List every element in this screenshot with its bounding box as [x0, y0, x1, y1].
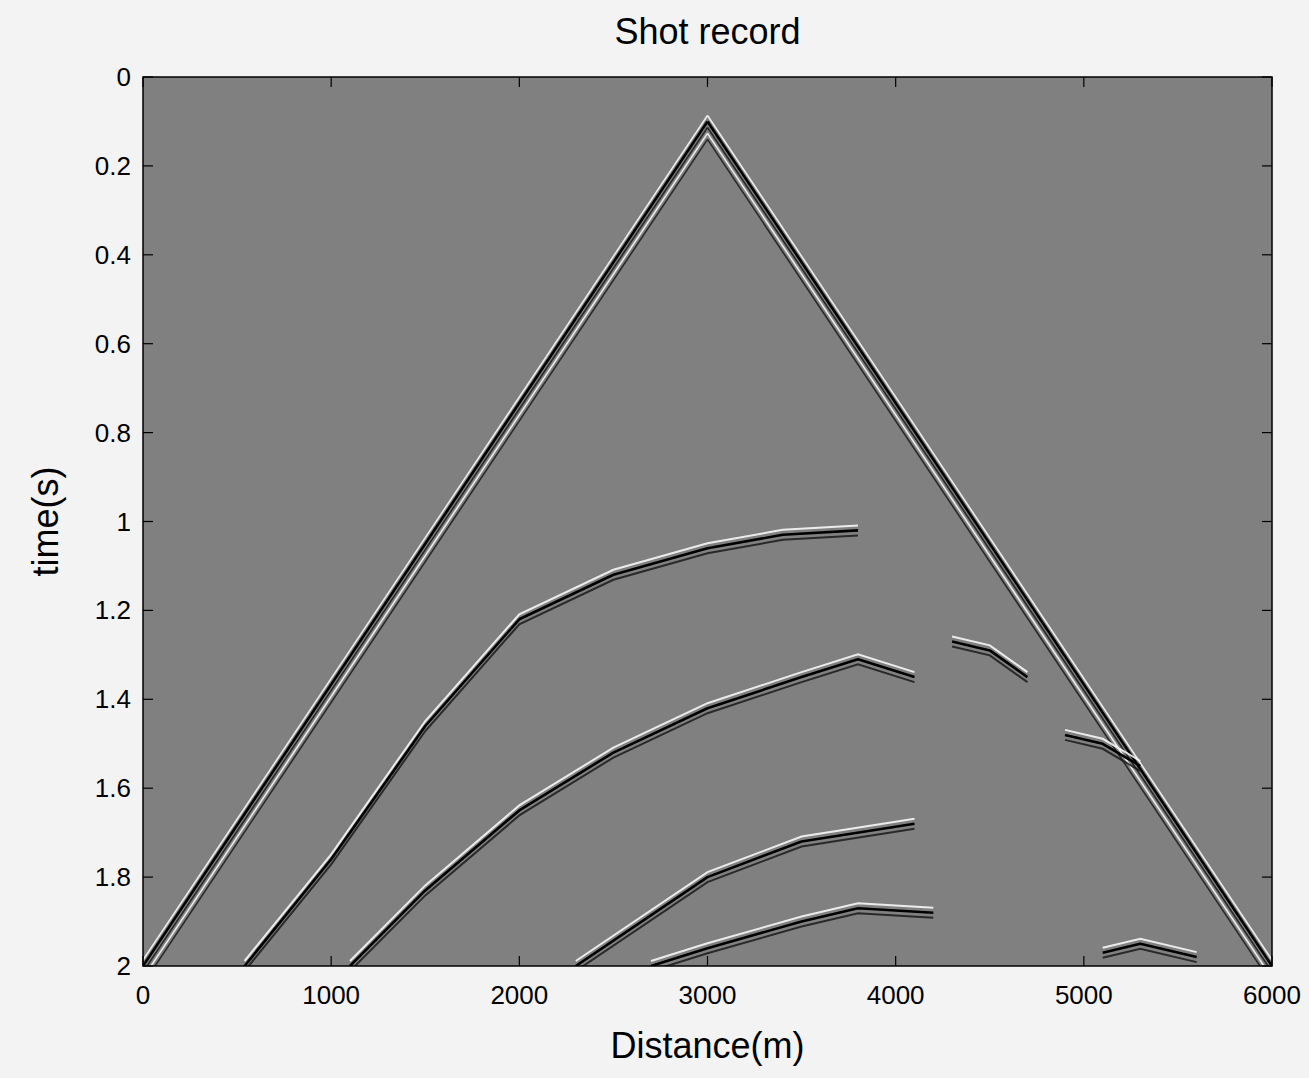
wavelet-lobe: [952, 637, 1027, 673]
x-tick-top: [1083, 77, 1084, 87]
x-tick-label: 4000: [867, 980, 925, 1010]
y-tick: [143, 521, 153, 522]
seismic-event: [1103, 944, 1197, 957]
y-tick-right: [1262, 610, 1272, 611]
y-tick-label: 0.4: [95, 240, 131, 270]
y-tick: [143, 254, 153, 255]
y-tick: [143, 432, 153, 433]
y-tick-right: [1262, 965, 1272, 966]
y-tick-label: 2: [117, 951, 131, 981]
wavelet-lobe: [1065, 730, 1140, 761]
x-tick-label: 0: [136, 980, 150, 1010]
seismic-event: [143, 122, 708, 967]
y-tick-label: 1.6: [95, 773, 131, 803]
x-tick-label: 3000: [679, 980, 737, 1010]
seismic-event: [576, 824, 915, 966]
events: [143, 116, 1272, 967]
x-tick-top: [331, 77, 332, 87]
x-tick: [519, 956, 520, 966]
y-tick-right: [1262, 432, 1272, 433]
x-tick: [895, 956, 896, 966]
x-tick-top: [707, 77, 708, 87]
y-tick: [143, 699, 153, 700]
y-tick-label: 1.4: [95, 684, 131, 714]
wavelet-lobe: [1103, 949, 1197, 962]
x-tick-top: [895, 77, 896, 87]
wavelet-lobe: [245, 535, 858, 966]
y-tick: [143, 76, 153, 77]
y-tick-label: 0.2: [95, 151, 131, 181]
wavelet-lobe: [708, 139, 1273, 966]
frame: [143, 77, 1272, 966]
y-tick: [143, 165, 153, 166]
y-tick-label: 1: [117, 507, 131, 537]
x-tick: [1083, 956, 1084, 966]
y-tick-right: [1262, 699, 1272, 700]
x-tick-top: [1271, 77, 1272, 87]
x-tick: [142, 956, 143, 966]
y-tick-right: [1262, 254, 1272, 255]
title: Shot record: [614, 11, 800, 52]
wavelet-lobe: [576, 819, 915, 961]
x-tick-label: 6000: [1243, 980, 1301, 1010]
y-axis-title: time(s): [25, 467, 66, 577]
x-tick-label: 1000: [302, 980, 360, 1010]
y-tick: [143, 788, 153, 789]
wavelet-lobe: [651, 913, 933, 966]
seismic-event: [245, 530, 858, 966]
y-tick: [143, 965, 153, 966]
x-tick-label: 5000: [1055, 980, 1113, 1010]
seismic-event: [952, 642, 1027, 678]
y-tick: [143, 876, 153, 877]
y-tick: [143, 610, 153, 611]
plot-area: [143, 77, 1272, 966]
wavelet-lobe: [143, 139, 708, 966]
y-tick-label: 0.6: [95, 329, 131, 359]
x-tick-top: [519, 77, 520, 87]
wavelet-lobe: [576, 829, 915, 966]
y-tick-right: [1262, 521, 1272, 522]
y-tick-label: 0.8: [95, 418, 131, 448]
y-tick-label: 1.2: [95, 595, 131, 625]
x-tick-label: 2000: [490, 980, 548, 1010]
x-tick-top: [142, 77, 143, 87]
y-tick-right: [1262, 76, 1272, 77]
wavelet-lobe: [245, 525, 858, 961]
x-tick: [1271, 956, 1272, 966]
x-axis-title: Distance(m): [610, 1025, 804, 1066]
wavelet-lobe: [708, 116, 1273, 961]
seismic-event: [651, 908, 933, 966]
y-tick-right: [1262, 876, 1272, 877]
x-tick: [331, 956, 332, 966]
y-tick: [143, 343, 153, 344]
wavelet-lobe: [143, 116, 708, 961]
y-tick-right: [1262, 343, 1272, 344]
seismic-event: [1065, 735, 1140, 766]
x-tick: [707, 956, 708, 966]
y-tick-label: 1.8: [95, 862, 131, 892]
y-tick-right: [1262, 165, 1272, 166]
y-tick-label: 0: [117, 62, 131, 92]
y-tick-right: [1262, 788, 1272, 789]
chart: 0 1000 2000 3000 4000 5000 6000 0 0.2 0.4 0.6 0.8 1 1…: [0, 0, 1309, 1078]
